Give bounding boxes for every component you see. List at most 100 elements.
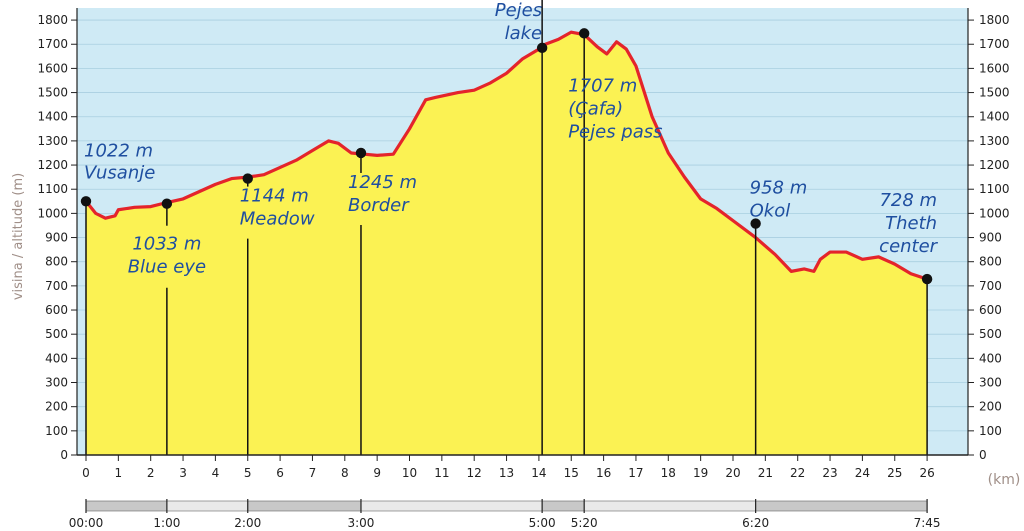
- time-label: 00:00: [69, 516, 104, 530]
- elevation-fill: [86, 32, 928, 455]
- y-tick-label-right: 100: [979, 424, 1002, 438]
- waypoint-label: Border: [348, 195, 410, 216]
- y-tick-label-right: 1800: [979, 13, 1010, 27]
- y-tick-label-left: 500: [45, 327, 68, 341]
- time-label: 2:00: [234, 516, 261, 530]
- x-tick-label: 16: [596, 466, 611, 480]
- x-tick-label: 24: [855, 466, 870, 480]
- time-segment: [360, 500, 543, 512]
- x-tick-label: 2: [147, 466, 155, 480]
- waypoint-marker: [80, 196, 92, 207]
- y-tick-label-left: 700: [45, 279, 68, 293]
- axes: [76, 8, 969, 456]
- waypoint-markers: [80, 28, 933, 285]
- y-tick-label-left: 0: [60, 448, 68, 462]
- x-tick-label: 26: [919, 466, 934, 480]
- waypoint-label: Meadow: [240, 209, 315, 230]
- waypoint-label: 1022 m: [84, 140, 153, 161]
- x-tick-label: 5: [244, 466, 252, 480]
- y-tick-label-left: 1500: [37, 86, 68, 100]
- waypoint-marker: [161, 198, 173, 209]
- waypoint-label: 1707 m: [568, 75, 637, 96]
- waypoint-marker: [355, 147, 367, 159]
- x-tick-label: 19: [693, 466, 708, 480]
- waypoint-drop-lines: [85, 0, 928, 455]
- y-tick-label-left: 1800: [37, 13, 68, 27]
- x-tick-label: 10: [402, 466, 417, 480]
- x-tick-label: 6: [276, 466, 284, 480]
- x-tick-label: 0: [82, 466, 90, 480]
- waypoint-label: lake: [505, 23, 543, 44]
- x-tick-label: 12: [467, 466, 482, 480]
- y-tick-label-left: 800: [45, 255, 68, 269]
- waypoint-marker: [536, 42, 548, 54]
- time-label: 1:00: [153, 516, 180, 530]
- x-tick-label: 4: [212, 466, 220, 480]
- time-segment: [541, 500, 585, 512]
- waypoint-label: Blue eye: [128, 257, 206, 278]
- waypoint-label: Theth: [885, 213, 937, 234]
- time-label: 5:20: [571, 516, 598, 530]
- x-tick-label: 22: [790, 466, 805, 480]
- elevation-line: [84, 30, 928, 281]
- y-tick-label-right: 400: [979, 351, 1002, 365]
- x-tick-label: 18: [661, 466, 676, 480]
- y-tick-label-left: 1300: [37, 134, 68, 148]
- y-tick-label-right: 0: [979, 448, 987, 462]
- x-axis-unit: (km): [988, 472, 1021, 488]
- y-tick-label-right: 1700: [979, 37, 1010, 51]
- x-tick-label: 21: [758, 466, 773, 480]
- waypoint-marker: [921, 273, 933, 285]
- time-label: 7:45: [914, 516, 941, 530]
- x-tick-label: 17: [628, 466, 643, 480]
- x-tick-label: 9: [373, 466, 381, 480]
- y-tick-label-left: 1100: [37, 182, 68, 196]
- time-bar: 00:00 1:00 2:00 3:00 5:00 5:20 6:20 7:45: [69, 499, 941, 530]
- x-tick-label: 15: [564, 466, 579, 480]
- waypoint-label: 958 m: [750, 178, 808, 199]
- waypoint-label: Pejes: [495, 0, 542, 21]
- time-segment: [166, 500, 249, 512]
- x-tick-label: 1: [115, 466, 123, 480]
- x-tick-label: 14: [531, 466, 546, 480]
- waypoint-label: 728 m: [879, 190, 937, 211]
- waypoint-label: 1033 m: [132, 234, 201, 255]
- y-tick-label-right: 500: [979, 327, 1002, 341]
- waypoint-label: center: [879, 236, 939, 257]
- x-tick-label: 11: [434, 466, 449, 480]
- waypoint-label: Vusanje: [84, 162, 155, 183]
- y-tick-label-right: 200: [979, 400, 1002, 414]
- y-tick-label-left: 200: [45, 400, 68, 414]
- waypoint-marker: [578, 28, 590, 39]
- y-tick-label-right: 1600: [979, 61, 1010, 75]
- time-segment: [247, 500, 362, 512]
- y-tick-label-right: 1400: [979, 110, 1010, 124]
- y-tick-label-left: 1000: [37, 206, 68, 220]
- waypoint-label: (Çafa): [568, 98, 623, 119]
- y-tick-label-left: 100: [45, 424, 68, 438]
- y-tick-label-right: 800: [979, 255, 1002, 269]
- time-segment: [755, 500, 928, 512]
- x-axis-ticks: 0 1 2 3 4 5 6 7 8 9 10 11 12 13 14 15 16 17 18 19 20 21 22 23 24…: [82, 455, 935, 480]
- y-tick-label-left: 1700: [37, 37, 68, 51]
- x-tick-label: 20: [725, 466, 740, 480]
- y-tick-label-left: 300: [45, 376, 68, 390]
- y-axis-title: visina / altitude (m): [11, 173, 26, 300]
- y-tick-label-right: 1300: [979, 134, 1010, 148]
- x-tick-label: 7: [309, 466, 317, 480]
- x-tick-label: 23: [822, 466, 837, 480]
- y-tick-label-left: 1600: [37, 61, 68, 75]
- y-tick-label-right: 300: [979, 376, 1002, 390]
- y-tick-label-right: 700: [979, 279, 1002, 293]
- x-tick-label: 13: [499, 466, 514, 480]
- y-axis-ticks: 0 0 100 100 200 200 300 300 400 400 500 500 600 600 70…: [37, 13, 1009, 462]
- y-tick-label-left: 1200: [37, 158, 68, 172]
- waypoint-label: 1144 m: [240, 186, 309, 207]
- y-tick-label-right: 1000: [979, 206, 1010, 220]
- time-label: 6:20: [742, 516, 769, 530]
- time-segment: [85, 500, 168, 512]
- time-segment: [583, 500, 756, 512]
- y-tick-label-right: 1500: [979, 86, 1010, 100]
- y-tick-label-left: 400: [45, 351, 68, 365]
- time-label: 5:00: [529, 516, 556, 530]
